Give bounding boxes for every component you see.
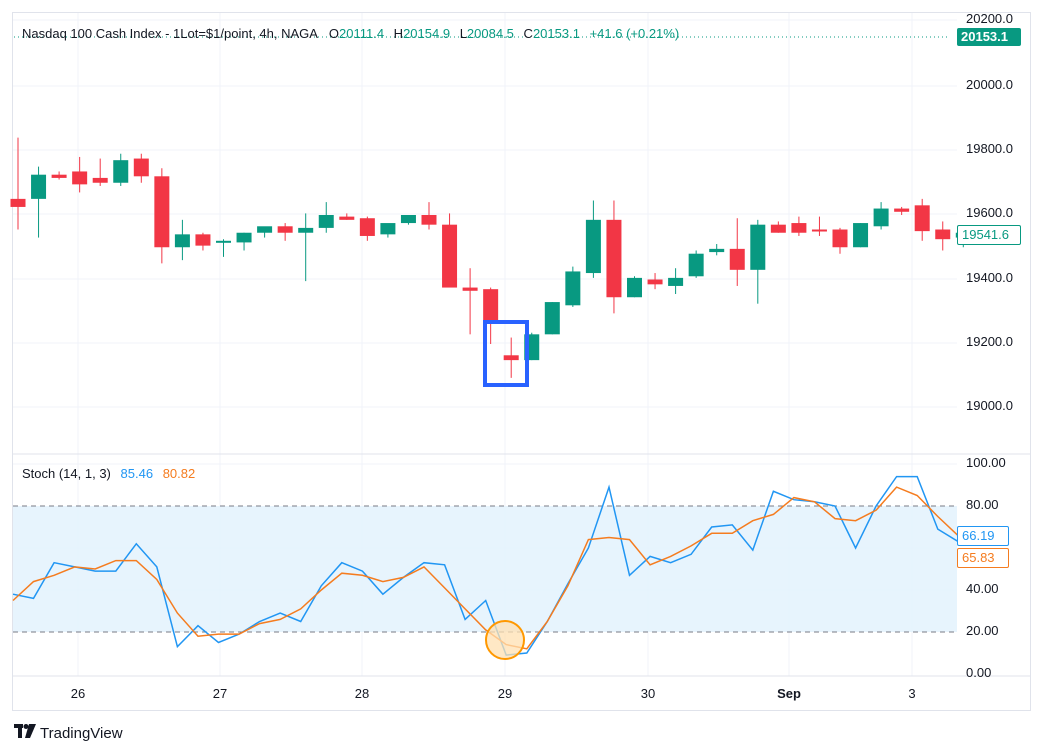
tradingview-logo-icon: [14, 724, 36, 742]
candle[interactable]: [668, 277, 684, 286]
time-tick: 29: [497, 686, 513, 701]
tradingview-brand: TradingView: [40, 724, 123, 742]
low-label: L: [459, 26, 467, 41]
candle[interactable]: [195, 234, 211, 246]
last-price-badge: 20153.1: [957, 28, 1021, 46]
candle[interactable]: [380, 223, 396, 235]
candle[interactable]: [503, 355, 519, 361]
candle[interactable]: [750, 224, 766, 270]
price-tick: 19200.0: [966, 334, 1013, 349]
candle[interactable]: [400, 215, 416, 224]
stoch-k-badge: 66.19: [957, 526, 1009, 546]
candle[interactable]: [770, 224, 786, 233]
candle[interactable]: [791, 223, 807, 233]
price-tick: 20000.0: [966, 77, 1013, 92]
chart-frame: [12, 12, 1031, 711]
candle[interactable]: [257, 226, 273, 233]
price-tick: 19600.0: [966, 205, 1013, 220]
candle[interactable]: [606, 219, 622, 298]
stoch-tick: 40.00: [966, 581, 999, 596]
close-label: C: [523, 26, 533, 41]
stoch-title: Stoch (14, 1, 3): [22, 466, 111, 481]
candle[interactable]: [236, 232, 252, 243]
candle[interactable]: [647, 279, 663, 285]
high-label: H: [393, 26, 404, 41]
stoch-tick: 100.00: [966, 455, 1006, 470]
time-tick: 30: [640, 686, 656, 701]
candle[interactable]: [585, 219, 601, 274]
candle[interactable]: [277, 226, 293, 233]
candle[interactable]: [51, 174, 67, 178]
chart-legend: Nasdaq 100 Cash Index - 1Lot=$1/point, 4…: [22, 26, 679, 41]
candle[interactable]: [894, 208, 910, 212]
candle[interactable]: [462, 287, 478, 291]
price-tick: 20200.0: [966, 11, 1013, 26]
time-tick: Sep: [777, 686, 801, 701]
time-tick: 28: [354, 686, 370, 701]
candle[interactable]: [72, 171, 88, 185]
candle[interactable]: [133, 158, 149, 177]
candle[interactable]: [935, 229, 951, 240]
candle[interactable]: [914, 205, 930, 232]
candle[interactable]: [688, 253, 704, 277]
candle[interactable]: [339, 216, 355, 220]
candle[interactable]: [92, 177, 108, 183]
candle[interactable]: [174, 234, 190, 248]
open-label: O: [328, 26, 339, 41]
candle[interactable]: [544, 302, 560, 335]
highlight-box: [483, 320, 529, 387]
time-tick: 3: [908, 686, 916, 701]
candle[interactable]: [10, 198, 26, 207]
candle[interactable]: [565, 271, 581, 306]
price-tick: 19400.0: [966, 270, 1013, 285]
stoch-tick: 80.00: [966, 497, 999, 512]
time-tick: 26: [70, 686, 86, 701]
high-value: 20154.9: [403, 26, 451, 41]
candle[interactable]: [318, 215, 334, 228]
stoch-band: [13, 506, 957, 632]
close-value: 20153.1: [532, 26, 580, 41]
candle[interactable]: [811, 229, 827, 232]
candle[interactable]: [709, 248, 725, 253]
stoch-tick: 0.00: [966, 665, 992, 680]
candle[interactable]: [216, 240, 231, 243]
candle[interactable]: [873, 208, 889, 227]
stoch-k-value: 85.46: [120, 466, 154, 481]
stoch-d-badge: 65.83: [957, 548, 1009, 568]
candle[interactable]: [359, 218, 375, 236]
price-tick: 19000.0: [966, 398, 1013, 413]
candle[interactable]: [31, 174, 47, 199]
change-value: +41.6 (+0.21%): [589, 26, 680, 41]
candlestick-series[interactable]: [10, 137, 971, 378]
candle[interactable]: [298, 227, 314, 233]
stoch-d-value: 80.82: [162, 466, 196, 481]
tradingview-logo[interactable]: TradingView: [14, 724, 123, 742]
candle[interactable]: [832, 229, 848, 248]
stoch-d-line: [12, 486, 959, 650]
price-tick: 19800.0: [966, 141, 1013, 156]
low-value: 20084.5: [466, 26, 514, 41]
candle[interactable]: [483, 289, 499, 324]
stoch-legend[interactable]: Stoch (14, 1, 3) 85.46 80.82: [22, 466, 195, 481]
symbol-title[interactable]: Nasdaq 100 Cash Index - 1Lot=$1/point, 4…: [22, 26, 318, 41]
candle[interactable]: [154, 176, 170, 248]
candle[interactable]: [627, 277, 642, 298]
candle[interactable]: [729, 248, 745, 270]
current-price-badge: 19541.6: [957, 225, 1021, 245]
highlight-circle: [485, 620, 525, 660]
open-value: 20111.4: [338, 26, 385, 41]
candle[interactable]: [853, 223, 869, 248]
time-tick: 27: [212, 686, 228, 701]
candle[interactable]: [421, 215, 437, 225]
candle[interactable]: [113, 160, 129, 183]
candle[interactable]: [442, 224, 458, 288]
stoch-tick: 20.00: [966, 623, 999, 638]
